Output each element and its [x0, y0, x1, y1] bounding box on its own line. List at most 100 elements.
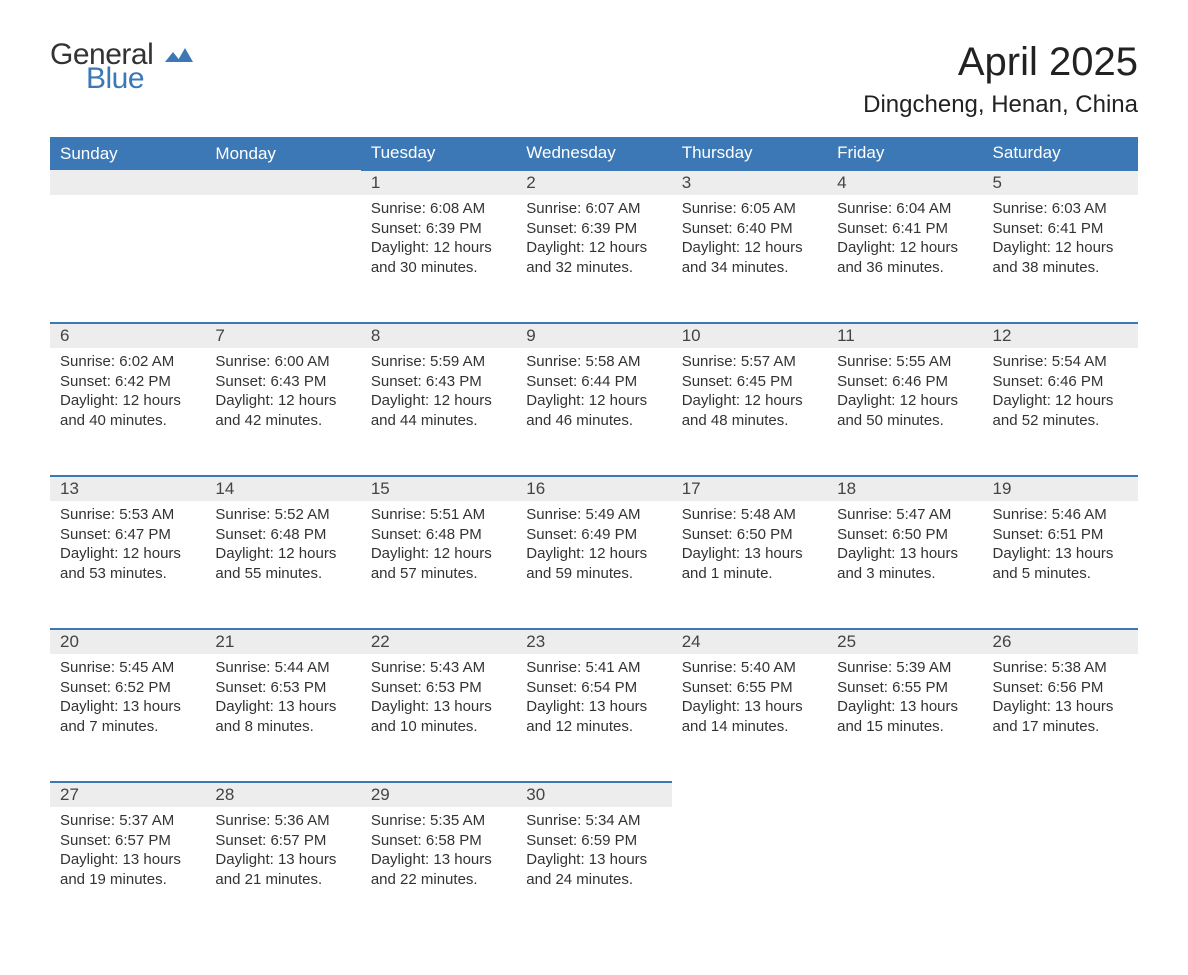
logo: General Blue	[50, 40, 193, 94]
day-number-cell: 26	[983, 629, 1138, 654]
daylight-line1: Daylight: 12 hours	[682, 238, 817, 258]
day-number-cell: 6	[50, 323, 205, 348]
sunrise-text: Sunrise: 6:04 AM	[837, 199, 972, 219]
sunset-text: Sunset: 6:58 PM	[371, 831, 506, 851]
day-cell: Sunrise: 5:35 AMSunset: 6:58 PMDaylight:…	[361, 807, 516, 935]
sunset-text: Sunset: 6:41 PM	[993, 219, 1128, 239]
daylight-line1: Daylight: 12 hours	[371, 544, 506, 564]
day-cell	[827, 807, 982, 935]
daylight-line2: and 24 minutes.	[526, 870, 661, 890]
sunrise-text: Sunrise: 5:40 AM	[682, 658, 817, 678]
daylight-line1: Daylight: 13 hours	[371, 850, 506, 870]
weekday-header: Wednesday	[516, 137, 671, 170]
day-content: Sunrise: 5:54 AMSunset: 6:46 PMDaylight:…	[983, 348, 1138, 448]
day-number-cell	[983, 782, 1138, 807]
day-number-row: 13141516171819	[50, 476, 1138, 501]
sunset-text: Sunset: 6:46 PM	[837, 372, 972, 392]
daylight-line1: Daylight: 13 hours	[60, 850, 195, 870]
day-number-cell	[672, 782, 827, 807]
sunset-text: Sunset: 6:59 PM	[526, 831, 661, 851]
day-content: Sunrise: 5:46 AMSunset: 6:51 PMDaylight:…	[983, 501, 1138, 601]
weekday-header: Thursday	[672, 137, 827, 170]
sunrise-text: Sunrise: 5:34 AM	[526, 811, 661, 831]
page-header: General Blue April 2025 Dingcheng, Henan…	[50, 40, 1138, 129]
day-number-cell: 23	[516, 629, 671, 654]
sunrise-text: Sunrise: 5:46 AM	[993, 505, 1128, 525]
daylight-line2: and 30 minutes.	[371, 258, 506, 278]
day-cell: Sunrise: 5:45 AMSunset: 6:52 PMDaylight:…	[50, 654, 205, 782]
sunrise-text: Sunrise: 5:57 AM	[682, 352, 817, 372]
day-number-cell	[827, 782, 982, 807]
day-content-row: Sunrise: 5:37 AMSunset: 6:57 PMDaylight:…	[50, 807, 1138, 935]
sunrise-text: Sunrise: 6:07 AM	[526, 199, 661, 219]
daylight-line1: Daylight: 12 hours	[215, 391, 350, 411]
daylight-line2: and 38 minutes.	[993, 258, 1128, 278]
calendar-body: 12345Sunrise: 6:08 AMSunset: 6:39 PMDayl…	[50, 170, 1138, 935]
daylight-line1: Daylight: 12 hours	[837, 391, 972, 411]
day-cell: Sunrise: 5:44 AMSunset: 6:53 PMDaylight:…	[205, 654, 360, 782]
day-cell: Sunrise: 5:58 AMSunset: 6:44 PMDaylight:…	[516, 348, 671, 476]
daylight-line2: and 50 minutes.	[837, 411, 972, 431]
daylight-line2: and 55 minutes.	[215, 564, 350, 584]
daylight-line2: and 34 minutes.	[682, 258, 817, 278]
day-content: Sunrise: 6:08 AMSunset: 6:39 PMDaylight:…	[361, 195, 516, 295]
weekday-header-row: Sunday Monday Tuesday Wednesday Thursday…	[50, 137, 1138, 170]
day-cell: Sunrise: 5:51 AMSunset: 6:48 PMDaylight:…	[361, 501, 516, 629]
sunset-text: Sunset: 6:43 PM	[371, 372, 506, 392]
page-title: April 2025	[863, 40, 1138, 85]
sunrise-text: Sunrise: 5:41 AM	[526, 658, 661, 678]
weekday-header: Saturday	[983, 137, 1138, 170]
sunrise-text: Sunrise: 5:36 AM	[215, 811, 350, 831]
sunrise-text: Sunrise: 5:51 AM	[371, 505, 506, 525]
day-number-cell: 8	[361, 323, 516, 348]
day-content: Sunrise: 5:45 AMSunset: 6:52 PMDaylight:…	[50, 654, 205, 754]
sunset-text: Sunset: 6:54 PM	[526, 678, 661, 698]
day-content: Sunrise: 5:43 AMSunset: 6:53 PMDaylight:…	[361, 654, 516, 754]
day-cell	[50, 195, 205, 323]
day-number-cell: 24	[672, 629, 827, 654]
sunset-text: Sunset: 6:45 PM	[682, 372, 817, 392]
logo-word-2: Blue	[50, 64, 193, 94]
title-block: April 2025 Dingcheng, Henan, China	[863, 40, 1138, 129]
daylight-line2: and 1 minute.	[682, 564, 817, 584]
day-number-cell: 5	[983, 170, 1138, 195]
weekday-header: Sunday	[50, 137, 205, 170]
day-number-cell: 25	[827, 629, 982, 654]
sunrise-text: Sunrise: 5:47 AM	[837, 505, 972, 525]
day-number-cell: 18	[827, 476, 982, 501]
daylight-line1: Daylight: 13 hours	[993, 697, 1128, 717]
daylight-line2: and 40 minutes.	[60, 411, 195, 431]
day-cell	[983, 807, 1138, 935]
sunrise-text: Sunrise: 5:53 AM	[60, 505, 195, 525]
sunrise-text: Sunrise: 6:08 AM	[371, 199, 506, 219]
sunrise-text: Sunrise: 5:38 AM	[993, 658, 1128, 678]
daylight-line2: and 5 minutes.	[993, 564, 1128, 584]
daylight-line2: and 17 minutes.	[993, 717, 1128, 737]
day-content: Sunrise: 5:51 AMSunset: 6:48 PMDaylight:…	[361, 501, 516, 601]
day-cell: Sunrise: 6:05 AMSunset: 6:40 PMDaylight:…	[672, 195, 827, 323]
daylight-line1: Daylight: 12 hours	[60, 544, 195, 564]
day-number-cell: 11	[827, 323, 982, 348]
day-number-row: 20212223242526	[50, 629, 1138, 654]
daylight-line2: and 44 minutes.	[371, 411, 506, 431]
day-content: Sunrise: 6:04 AMSunset: 6:41 PMDaylight:…	[827, 195, 982, 295]
daylight-line1: Daylight: 12 hours	[371, 391, 506, 411]
daylight-line2: and 57 minutes.	[371, 564, 506, 584]
daylight-line2: and 36 minutes.	[837, 258, 972, 278]
day-number-cell: 3	[672, 170, 827, 195]
day-cell: Sunrise: 5:46 AMSunset: 6:51 PMDaylight:…	[983, 501, 1138, 629]
daylight-line1: Daylight: 13 hours	[215, 697, 350, 717]
day-number-cell: 4	[827, 170, 982, 195]
daylight-line2: and 19 minutes.	[60, 870, 195, 890]
sunrise-text: Sunrise: 5:43 AM	[371, 658, 506, 678]
weekday-header: Friday	[827, 137, 982, 170]
day-cell: Sunrise: 5:52 AMSunset: 6:48 PMDaylight:…	[205, 501, 360, 629]
sunset-text: Sunset: 6:48 PM	[371, 525, 506, 545]
day-content: Sunrise: 6:03 AMSunset: 6:41 PMDaylight:…	[983, 195, 1138, 295]
daylight-line1: Daylight: 13 hours	[837, 697, 972, 717]
day-cell: Sunrise: 5:54 AMSunset: 6:46 PMDaylight:…	[983, 348, 1138, 476]
day-number-cell: 22	[361, 629, 516, 654]
day-content: Sunrise: 5:53 AMSunset: 6:47 PMDaylight:…	[50, 501, 205, 601]
day-content: Sunrise: 5:41 AMSunset: 6:54 PMDaylight:…	[516, 654, 671, 754]
daylight-line1: Daylight: 13 hours	[60, 697, 195, 717]
